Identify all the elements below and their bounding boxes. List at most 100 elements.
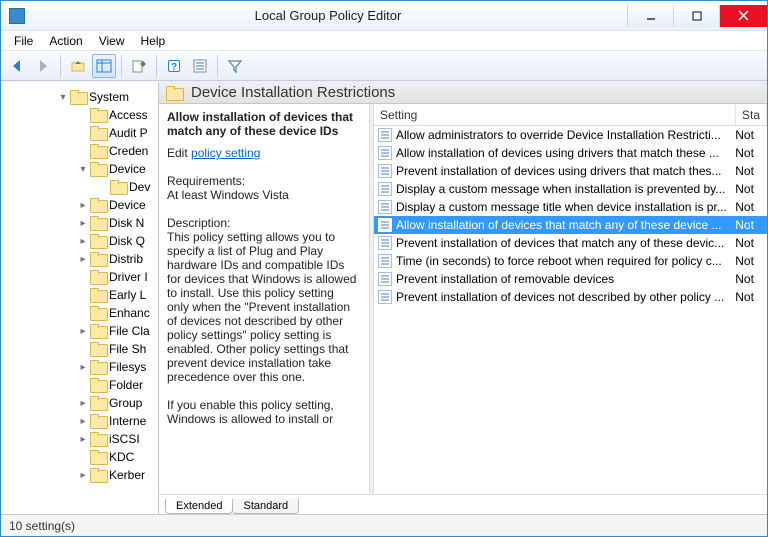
folder-icon <box>90 378 106 392</box>
setting-row[interactable]: Time (in seconds) to force reboot when r… <box>374 252 767 270</box>
tree-item-group[interactable]: ▸ Group <box>1 394 158 412</box>
expander-icon[interactable]: ▸ <box>77 236 89 247</box>
tree-label: KDC <box>109 450 134 464</box>
setting-label: Time (in seconds) to force reboot when r… <box>396 254 722 268</box>
tree-item-kdc[interactable]: KDC <box>1 448 158 466</box>
tree-item-device[interactable]: ▸ Device <box>1 196 158 214</box>
app-icon <box>9 8 25 24</box>
expander-icon[interactable]: ▾ <box>77 164 89 175</box>
tree-label: Audit P <box>109 126 148 140</box>
folder-icon <box>90 396 106 410</box>
tree-item-iscsi[interactable]: ▸iSCSI <box>1 430 158 448</box>
tab-standard[interactable]: Standard <box>232 499 299 514</box>
column-state[interactable]: Sta <box>736 104 767 125</box>
setting-state: Not <box>729 128 767 142</box>
expander-icon[interactable]: ▾ <box>57 92 69 103</box>
setting-row[interactable]: Display a custom message title when devi… <box>374 198 767 216</box>
policy-icon <box>378 200 392 214</box>
edit-label: Edit <box>167 146 188 160</box>
setting-state: Not <box>729 290 767 304</box>
description-body: This policy setting allows you to specif… <box>167 230 356 384</box>
setting-row[interactable]: Prevent installation of devices not desc… <box>374 288 767 306</box>
tree-item-filesys[interactable]: ▸Filesys <box>1 358 158 376</box>
tree-item-filecla[interactable]: ▸File Cla <box>1 322 158 340</box>
toolbar: ? <box>1 51 767 81</box>
export-icon[interactable] <box>127 54 151 78</box>
expander-icon[interactable]: ▸ <box>77 362 89 373</box>
forward-icon[interactable] <box>31 54 55 78</box>
setting-state: Not <box>729 254 767 268</box>
toolbar-separator <box>121 55 122 77</box>
titlebar[interactable]: Local Group Policy Editor <box>1 1 767 31</box>
tree-label: Group <box>109 396 142 410</box>
expander-icon[interactable]: ▸ <box>77 200 89 211</box>
expander-icon[interactable]: ▸ <box>77 434 89 445</box>
folder-icon <box>90 468 106 482</box>
show-tree-icon[interactable] <box>92 54 116 78</box>
tab-extended[interactable]: Extended <box>165 499 233 514</box>
settings-list[interactable]: Allow administrators to override Device … <box>374 126 767 494</box>
back-icon[interactable] <box>5 54 29 78</box>
up-folder-icon[interactable] <box>66 54 90 78</box>
tree-item-kerber[interactable]: ▸ Kerber <box>1 466 158 484</box>
setting-state: Not <box>729 236 767 250</box>
column-header[interactable]: Setting Sta <box>374 104 767 126</box>
menu-action[interactable]: Action <box>42 33 89 49</box>
tree-item-dev[interactable]: Dev <box>1 178 158 196</box>
expander-icon[interactable]: ▸ <box>77 416 89 427</box>
folder-icon <box>166 86 182 100</box>
tree-label: Device <box>109 198 146 212</box>
menu-file[interactable]: File <box>7 33 40 49</box>
minimize-button[interactable] <box>627 5 673 27</box>
setting-row[interactable]: Prevent installation of removable device… <box>374 270 767 288</box>
tree-item-system[interactable]: ▾System <box>1 88 158 106</box>
expander-icon[interactable]: ▸ <box>77 218 89 229</box>
tree-item-device[interactable]: ▾Device <box>1 160 158 178</box>
tree-item-auditp[interactable]: Audit P <box>1 124 158 142</box>
column-setting[interactable]: Setting <box>374 104 736 125</box>
tree-item-folder[interactable]: Folder <box>1 376 158 394</box>
help-icon[interactable]: ? <box>162 54 186 78</box>
setting-row[interactable]: Allow administrators to override Device … <box>374 126 767 144</box>
expander-icon[interactable]: ▸ <box>77 398 89 409</box>
close-button[interactable] <box>719 5 767 27</box>
edit-policy-link[interactable]: policy setting <box>191 146 260 160</box>
tree-label: Distrib <box>109 252 143 266</box>
tree-item-enhanc[interactable]: Enhanc <box>1 304 158 322</box>
tree-item-distrib[interactable]: ▸ Distrib <box>1 250 158 268</box>
expander-icon[interactable]: ▸ <box>77 254 89 265</box>
menu-help[interactable]: Help <box>134 33 173 49</box>
right-pane: Device Installation Restrictions Allow i… <box>159 82 767 514</box>
maximize-button[interactable] <box>673 5 719 27</box>
tree-item-diskn[interactable]: ▸ Disk N <box>1 214 158 232</box>
expander-icon[interactable]: ▸ <box>77 470 89 481</box>
tree-item-driveri[interactable]: Driver I <box>1 268 158 286</box>
tree-item-earlyl[interactable]: Early L <box>1 286 158 304</box>
setting-label: Display a custom message when installati… <box>396 182 725 196</box>
tree-label: Disk N <box>109 216 144 230</box>
setting-label: Prevent installation of devices that mat… <box>396 236 724 250</box>
tree-item-filesh[interactable]: File Sh <box>1 340 158 358</box>
tree-pane[interactable]: ▾SystemAccess Audit P Creden▾DeviceDev ▸ Dev… <box>1 82 159 514</box>
filter-icon[interactable] <box>223 54 247 78</box>
tree-item-interne[interactable]: ▸Interne <box>1 412 158 430</box>
tree-item-diskq[interactable]: ▸Disk Q <box>1 232 158 250</box>
folder-icon <box>90 126 106 140</box>
description-pane[interactable]: Allow installation of devices that match… <box>159 104 369 494</box>
settings-pane: Setting Sta Allow administrators to over… <box>374 104 767 494</box>
selected-setting-title: Allow installation of devices that match… <box>167 110 359 138</box>
setting-row[interactable]: Allow installation of devices using driv… <box>374 144 767 162</box>
tree-item-creden[interactable]: Creden <box>1 142 158 160</box>
tree-item-access[interactable]: Access <box>1 106 158 124</box>
expander-icon[interactable]: ▸ <box>77 326 89 337</box>
setting-row[interactable]: Prevent installation of devices using dr… <box>374 162 767 180</box>
menubar: FileActionViewHelp <box>1 31 767 51</box>
setting-row[interactable]: Allow installation of devices that match… <box>374 216 767 234</box>
policy-icon <box>378 164 392 178</box>
setting-row[interactable]: Display a custom message when installati… <box>374 180 767 198</box>
tree-label: Kerber <box>109 468 145 482</box>
setting-row[interactable]: Prevent installation of devices that mat… <box>374 234 767 252</box>
properties-icon[interactable] <box>188 54 212 78</box>
setting-label: Prevent installation of removable device… <box>396 272 614 286</box>
menu-view[interactable]: View <box>92 33 132 49</box>
